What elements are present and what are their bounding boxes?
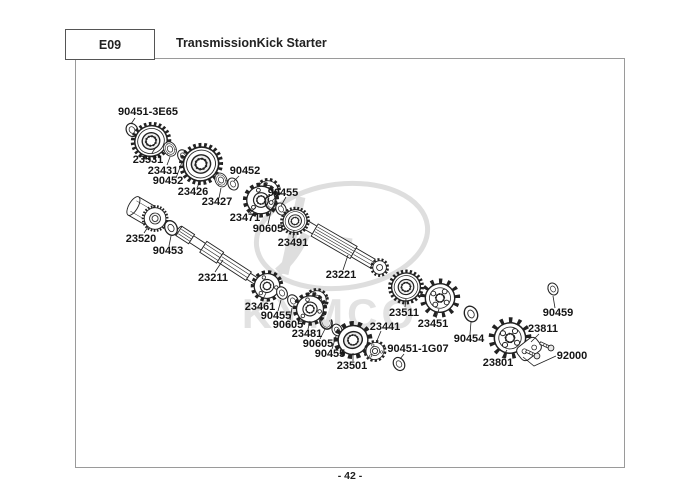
label-23481: 23481	[292, 328, 323, 340]
label-90451-3e65: 90451-3E65	[118, 106, 178, 118]
label-23427: 23427	[202, 196, 233, 208]
label-23426: 23426	[178, 186, 209, 198]
label-23451: 23451	[418, 318, 449, 330]
label-90459: 90459	[543, 307, 574, 319]
label-23811: 23811	[528, 323, 558, 335]
label-90451-1g07: 90451-1G07	[387, 343, 448, 355]
part-washer-90451-1g07	[390, 354, 408, 374]
section-code-box: E09	[65, 29, 155, 60]
label-90453: 90453	[153, 245, 184, 257]
label-23211: 23211	[198, 272, 228, 284]
part-bolt-92000-a	[539, 341, 555, 352]
label-23221: 23221	[326, 269, 357, 281]
label-90455-b: 90455	[261, 310, 292, 322]
part-cluster-23520	[126, 196, 169, 232]
label-23801: 23801	[483, 357, 514, 369]
part-washer-90454	[461, 303, 481, 325]
label-23501: 23501	[337, 360, 368, 372]
label-23461: 23461	[245, 301, 276, 313]
label-92000: 92000	[557, 350, 588, 362]
label-23511: 23511	[389, 307, 419, 319]
label-90605-a: 90605	[253, 223, 284, 235]
label-23431: 23431	[148, 165, 179, 177]
part-bolt-92000-b	[525, 349, 541, 360]
label-90455-a: 90455	[268, 187, 299, 199]
page-title: TransmissionKick Starter	[176, 36, 327, 50]
label-23531: 23531	[133, 154, 164, 166]
label-90452-b: 90452	[230, 165, 261, 177]
label-90454: 90454	[454, 333, 485, 345]
label-90605-c: 90605	[303, 338, 334, 350]
label-23471: 23471	[230, 212, 261, 224]
section-code: E09	[98, 37, 122, 52]
part-washer-90459	[545, 280, 561, 298]
leader-lines	[130, 117, 557, 367]
label-23441: 23441	[370, 321, 401, 333]
page-number: - 42 -	[337, 470, 363, 482]
part-washer-90452-b	[225, 175, 241, 193]
part-sprocket-23451	[420, 278, 461, 318]
label-90452-a: 90452	[153, 175, 184, 187]
part-shaft-23221	[302, 220, 390, 277]
part-shaft-23211	[175, 225, 264, 288]
part-labels: 90451-3E65 23531 23431 90452 23426 23427…	[118, 106, 587, 372]
diagram-frame	[75, 58, 625, 468]
label-23491: 23491	[278, 237, 309, 249]
label-90455-c: 90455	[315, 348, 346, 360]
label-23520: 23520	[126, 233, 157, 245]
label-90605-b: 90605	[273, 319, 304, 331]
